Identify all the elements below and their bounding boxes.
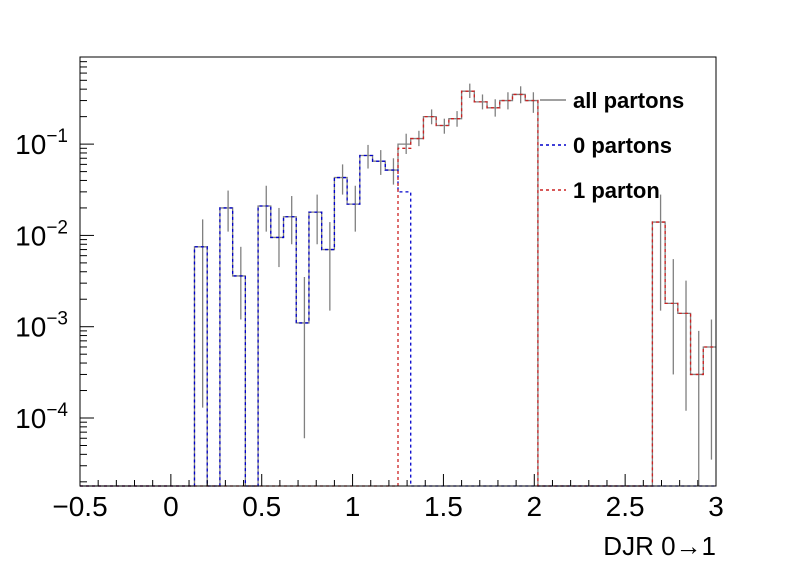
x-tick-label: 0.5 bbox=[242, 491, 281, 522]
step-line-0-partons bbox=[80, 154, 716, 487]
series-1-parton bbox=[80, 90, 716, 487]
y-tick-label: 10−2 bbox=[15, 217, 68, 251]
legend-entry-0-partons: 0 partons bbox=[540, 133, 672, 158]
y-tick-label: 10−1 bbox=[15, 126, 68, 160]
legend-entry-1-parton: 1 parton bbox=[540, 178, 660, 203]
series-all-partons bbox=[80, 83, 716, 487]
legend-label: 1 parton bbox=[573, 178, 660, 203]
legend: all partons 0 partons 1 parton bbox=[540, 88, 684, 203]
x-tick-label: 1.5 bbox=[424, 491, 463, 522]
legend-entry-all-partons: all partons bbox=[540, 88, 684, 113]
x-tick-label: 2.5 bbox=[606, 491, 645, 522]
series-layer bbox=[80, 83, 716, 487]
y-tick-label: 10−3 bbox=[15, 309, 68, 343]
legend-label: 0 partons bbox=[573, 133, 672, 158]
x-tick-label: 2 bbox=[526, 491, 542, 522]
series-0-partons bbox=[80, 154, 716, 487]
x-tick-label: 1 bbox=[345, 491, 361, 522]
legend-label: all partons bbox=[573, 88, 684, 113]
plot-frame bbox=[79, 56, 717, 487]
x-tick-label: 0 bbox=[163, 491, 179, 522]
step-line-1-parton bbox=[80, 90, 716, 487]
x-tick-label: 3 bbox=[708, 491, 724, 522]
x-axis-title: DJR 0→1 bbox=[603, 531, 716, 561]
axes-layer: −0.5 0 0.5 1 1.5 2 2.5 3 10−1 10−2 10−3 10−4 bbox=[15, 56, 724, 522]
x-tick-label: −0.5 bbox=[52, 491, 107, 522]
y-tick-label: 10−4 bbox=[15, 400, 68, 434]
